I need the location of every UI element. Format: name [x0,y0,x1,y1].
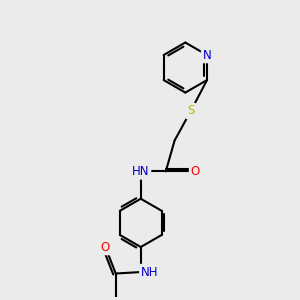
Text: O: O [101,241,110,254]
Text: O: O [190,165,200,178]
Text: NH: NH [141,266,158,278]
Text: S: S [187,104,194,118]
Text: N: N [202,49,211,62]
Text: HN: HN [132,165,149,178]
